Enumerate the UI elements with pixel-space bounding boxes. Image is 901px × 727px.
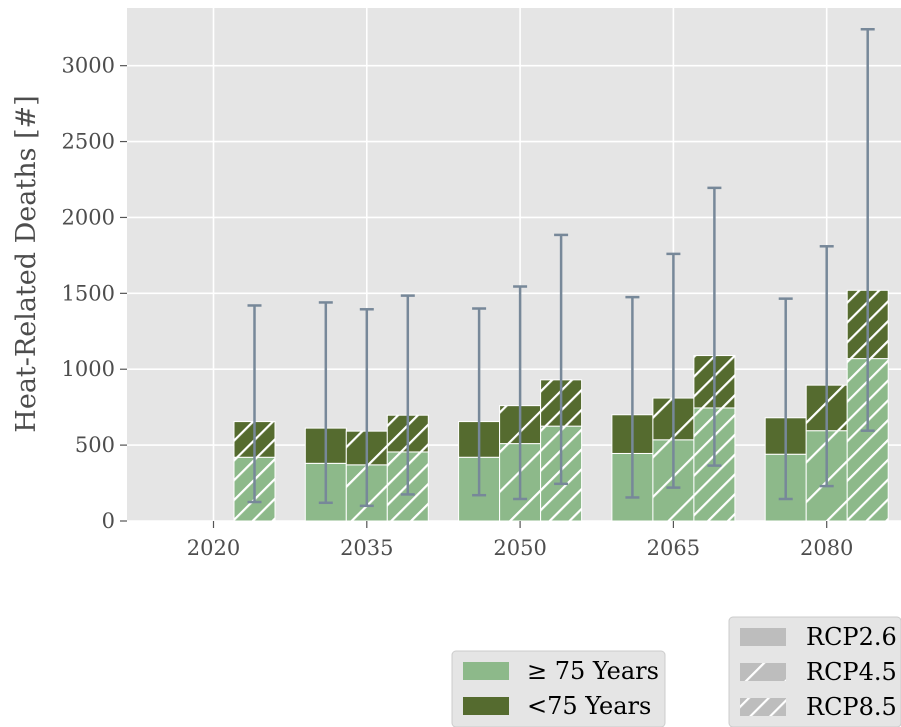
- y-tick-label: 1500: [62, 281, 115, 305]
- legend-age-groups: ≥ 75 Years <75 Years: [451, 650, 666, 727]
- x-tick-label: 2065: [647, 536, 700, 560]
- legend-scenarios: RCP2.6 RCP4.5 RCP8.5: [728, 616, 901, 727]
- y-axis-label: Heat-Related Deaths [#]: [11, 95, 42, 432]
- legend-swatch: [463, 662, 509, 680]
- y-tick-label: 0: [102, 509, 115, 533]
- errorbar-2020-RCP8.5: [247, 304, 262, 504]
- errorbar-2035-RCP8.5: [400, 294, 415, 496]
- x-axis-ticks: 2020 2035 2050 2065 2080: [187, 521, 853, 560]
- x-tick-label: 2020: [187, 536, 240, 560]
- y-axis-ticks: 0 500 1000 1500 2000 2500 3000: [62, 54, 127, 533]
- y-tick-label: 1000: [62, 357, 115, 381]
- errorbar-2065-RCP8.5: [707, 186, 722, 467]
- x-tick-label: 2050: [493, 536, 546, 560]
- errorbar-2080-RCP2.6: [778, 297, 793, 501]
- errorbar-2050-RCP4.5: [513, 285, 528, 501]
- legend-label: <75 Years: [527, 692, 651, 720]
- legend-swatch: [463, 697, 509, 715]
- x-tick-label: 2035: [340, 536, 393, 560]
- legend-swatch: [740, 628, 786, 646]
- legend-label: RCP8.5: [806, 693, 897, 721]
- errorbar-2065-RCP4.5: [666, 252, 681, 489]
- error-bars-group: [247, 27, 875, 508]
- errorbar-2065-RCP2.6: [625, 295, 640, 499]
- errorbar-2035-RCP4.5: [359, 308, 374, 508]
- y-tick-label: 2000: [62, 205, 115, 229]
- legend-swatch-hatch: [740, 698, 786, 716]
- legend-swatch-hatch: [740, 663, 786, 681]
- errorbar-2080-RCP8.5: [860, 27, 875, 432]
- y-tick-label: 3000: [62, 54, 115, 78]
- errorbar-2050-RCP8.5: [554, 233, 569, 486]
- errorbar-2035-RCP2.6: [318, 301, 333, 505]
- legend-label: ≥ 75 Years: [527, 657, 659, 685]
- x-tick-label: 2080: [800, 536, 853, 560]
- y-tick-label: 2500: [62, 130, 115, 154]
- errorbar-2080-RCP4.5: [819, 245, 834, 488]
- legend-label: RCP2.6: [806, 623, 897, 651]
- legend-label: RCP4.5: [806, 658, 897, 686]
- errorbar-2050-RCP2.6: [472, 307, 487, 497]
- y-tick-label: 500: [75, 433, 115, 457]
